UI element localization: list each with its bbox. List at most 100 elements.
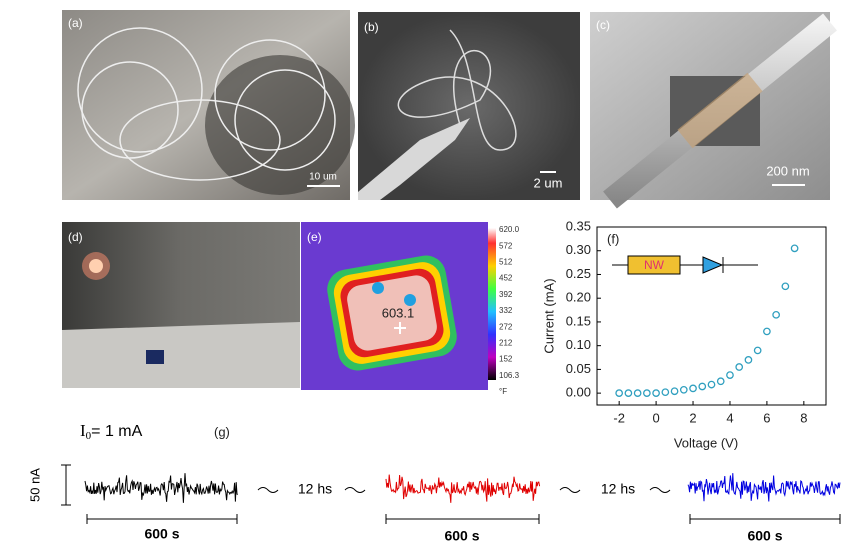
point — [698, 382, 707, 391]
panel-g: I0= 1 mA (g) 50 nA 12 hs 12 hs 600 s 600… — [27, 421, 841, 544]
point — [763, 327, 771, 336]
cursor — [394, 322, 406, 334]
panel-label: (c) — [596, 18, 610, 32]
colorbar-label: 332 — [499, 306, 513, 315]
cool-spot — [404, 294, 416, 306]
panel-label: (a) — [68, 16, 83, 30]
y-tick-label: 0.20 — [566, 290, 591, 305]
tip — [358, 118, 470, 200]
scale-text: 50 nA — [27, 468, 42, 502]
subscript: 0 — [86, 430, 92, 442]
x-tick-label: 0 — [652, 410, 659, 425]
noise-trace — [84, 473, 238, 503]
y-axis-label: Current (mA) — [541, 278, 556, 353]
point — [772, 310, 780, 319]
led — [89, 259, 103, 273]
colorbar-labels: 620.0 572 512 452 392 332 272 212 152 106.3 °F — [499, 225, 520, 396]
panel-b: (b) 2 um — [358, 12, 580, 200]
noise-trace — [687, 473, 841, 502]
point — [661, 388, 670, 397]
gap-text: 12 hs — [298, 481, 332, 497]
y-tick-label: 0.30 — [566, 242, 591, 257]
time-text: 600 s — [144, 526, 179, 542]
panel-label: (b) — [364, 20, 379, 34]
colorbar-label: 452 — [499, 274, 513, 283]
colorbar — [488, 228, 496, 380]
wire — [397, 29, 517, 151]
y-tick-label: 0.35 — [566, 218, 591, 233]
hot-zone — [347, 275, 437, 351]
y-tick-label: 0.10 — [566, 337, 591, 352]
scale-text: 2 um — [534, 175, 563, 190]
vertical-scale — [61, 464, 71, 506]
panel-f: (f) NW Voltage (V) Current (mA) -2 0 2 4 6 8 0… — [541, 218, 827, 450]
colorbar-label: 392 — [499, 290, 513, 299]
x-tick-label: 6 — [763, 410, 770, 425]
x-axis-label: Voltage (V) — [674, 435, 738, 450]
point — [744, 356, 753, 364]
point — [735, 363, 744, 371]
y-tick-label: 0.25 — [566, 266, 591, 281]
colorbar-label: 620.0 — [499, 225, 520, 234]
point — [615, 389, 624, 397]
panel-d: (d) — [62, 222, 300, 388]
point — [652, 389, 660, 397]
time-text: 600 s — [747, 528, 782, 544]
colorbar-label: °F — [499, 387, 507, 396]
point — [781, 282, 790, 291]
x-tick-label: 4 — [726, 410, 733, 425]
point — [643, 389, 651, 397]
symbol: I — [80, 421, 86, 440]
current-value: = 1 mA — [91, 423, 142, 440]
wires — [77, 27, 336, 181]
inset-nw — [627, 255, 681, 275]
y-tick-label: 0.05 — [566, 361, 591, 376]
colorbar-label: 106.3 — [499, 371, 520, 380]
y-tick-label: 0.15 — [566, 313, 591, 328]
time-text: 600 s — [444, 528, 479, 544]
noise-trace — [385, 474, 541, 503]
panel-label: (e) — [307, 230, 322, 244]
x-tick-label: 2 — [689, 410, 696, 425]
chip — [146, 350, 164, 364]
panel-a: (a) 10 um — [62, 10, 355, 200]
x-tick-label: 8 — [800, 410, 807, 425]
plot-frame — [596, 226, 827, 406]
point — [633, 389, 642, 397]
time-bar — [86, 514, 841, 524]
table — [62, 322, 300, 388]
point — [753, 346, 762, 355]
contact — [677, 72, 763, 149]
inset-diode — [702, 256, 724, 274]
panel-c: (c) 200 nm — [590, 12, 837, 209]
colorbar-label: 212 — [499, 339, 513, 348]
readout: 603.1 — [382, 305, 415, 320]
point — [707, 380, 716, 389]
inset-text: NW — [644, 258, 665, 272]
gap-text: 12 hs — [601, 481, 635, 497]
colorbar-label: 272 — [499, 322, 513, 331]
x-tick-label: -2 — [613, 410, 625, 425]
panel-e: 603.1 620.0 572 512 452 392 332 272 212 152 106.3… — [301, 222, 520, 396]
colorbar-label: 572 — [499, 241, 513, 250]
point — [670, 387, 679, 396]
colorbar-label: 152 — [499, 355, 513, 364]
panel-label: (d) — [68, 230, 83, 244]
scale-text: 200 nm — [766, 163, 809, 178]
y-tick-label: 0.00 — [566, 385, 591, 400]
cool-spot — [372, 282, 384, 294]
shadow — [205, 55, 355, 195]
point — [679, 385, 688, 394]
colorbar-label: 512 — [499, 258, 513, 267]
current-label: I0= 1 mA — [80, 421, 143, 442]
panel-label: (f) — [607, 231, 619, 246]
point — [624, 389, 633, 397]
point — [716, 377, 725, 386]
scale-text: 10 um — [309, 172, 337, 183]
point — [726, 371, 734, 379]
point — [689, 384, 697, 393]
break-mark — [257, 487, 671, 493]
panel-label: (g) — [214, 424, 230, 439]
point — [790, 244, 799, 253]
